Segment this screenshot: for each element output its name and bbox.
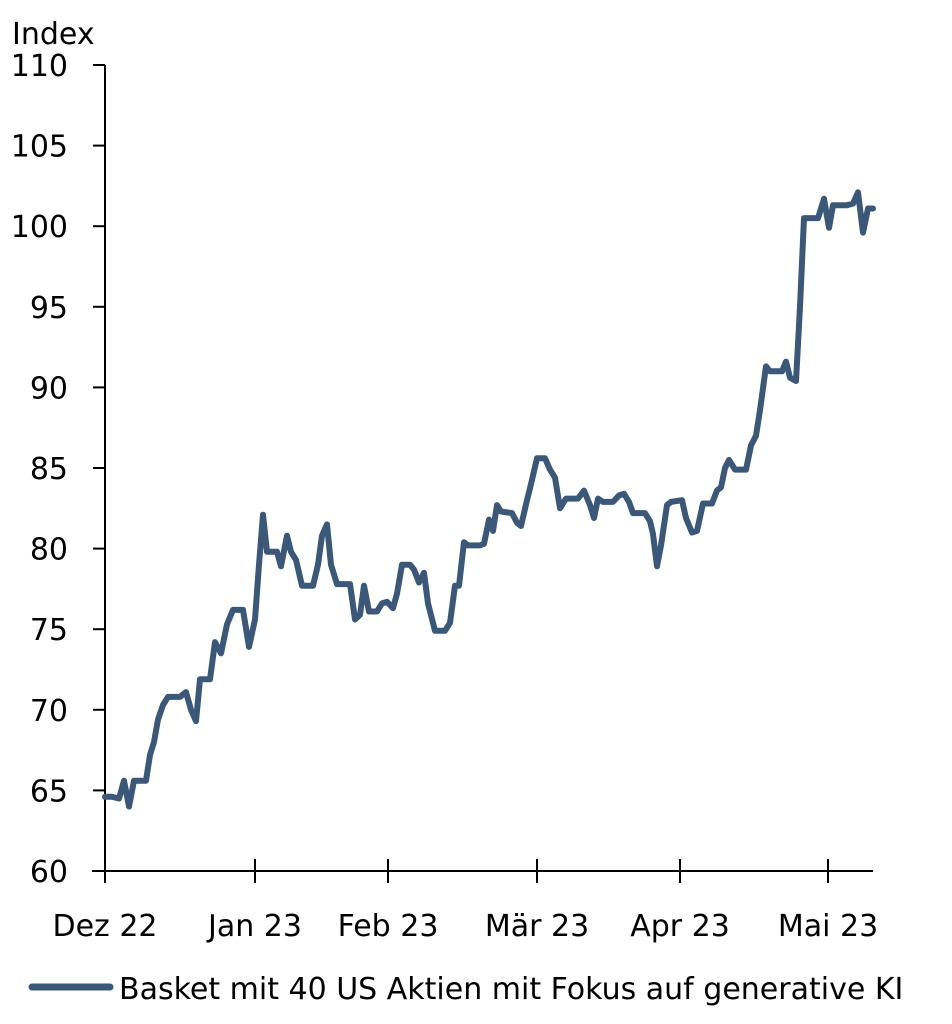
- legend-label: Basket mit 40 US Aktien mit Fokus auf ge…: [119, 972, 903, 1007]
- x-tick-label: Dez 22: [52, 909, 157, 944]
- legend: Basket mit 40 US Aktien mit Fokus auf ge…: [28, 972, 903, 1007]
- y-axis-title: Index: [12, 17, 95, 52]
- y-tick-label: 65: [30, 774, 68, 809]
- y-tick-label: 110: [11, 49, 68, 84]
- y-ticks: 60 65 70 75 80 85 90 95 100 105 110: [11, 49, 105, 890]
- series-line: [102, 189, 876, 810]
- y-tick-label: 80: [30, 533, 68, 568]
- y-tick-label: 85: [30, 452, 68, 487]
- y-tick-label: 100: [11, 210, 68, 245]
- x-tick-label: Mär 23: [485, 909, 589, 944]
- x-tick-label: Jan 23: [206, 909, 302, 944]
- y-tick-label: 95: [30, 291, 68, 326]
- x-tick-label: Feb 23: [338, 909, 439, 944]
- y-tick-label: 75: [30, 613, 68, 648]
- x-tick-label: Apr 23: [630, 909, 730, 944]
- y-tick-label: 90: [30, 371, 68, 406]
- y-tick-label: 105: [11, 130, 68, 165]
- y-tick-label: 70: [30, 694, 68, 729]
- x-tick-label: Mai 23: [778, 909, 878, 944]
- y-tick-label: 60: [30, 855, 68, 890]
- x-ticks: Dez 22 Jan 23 Feb 23 Mär 23 Apr 23 Mai 23: [52, 859, 878, 944]
